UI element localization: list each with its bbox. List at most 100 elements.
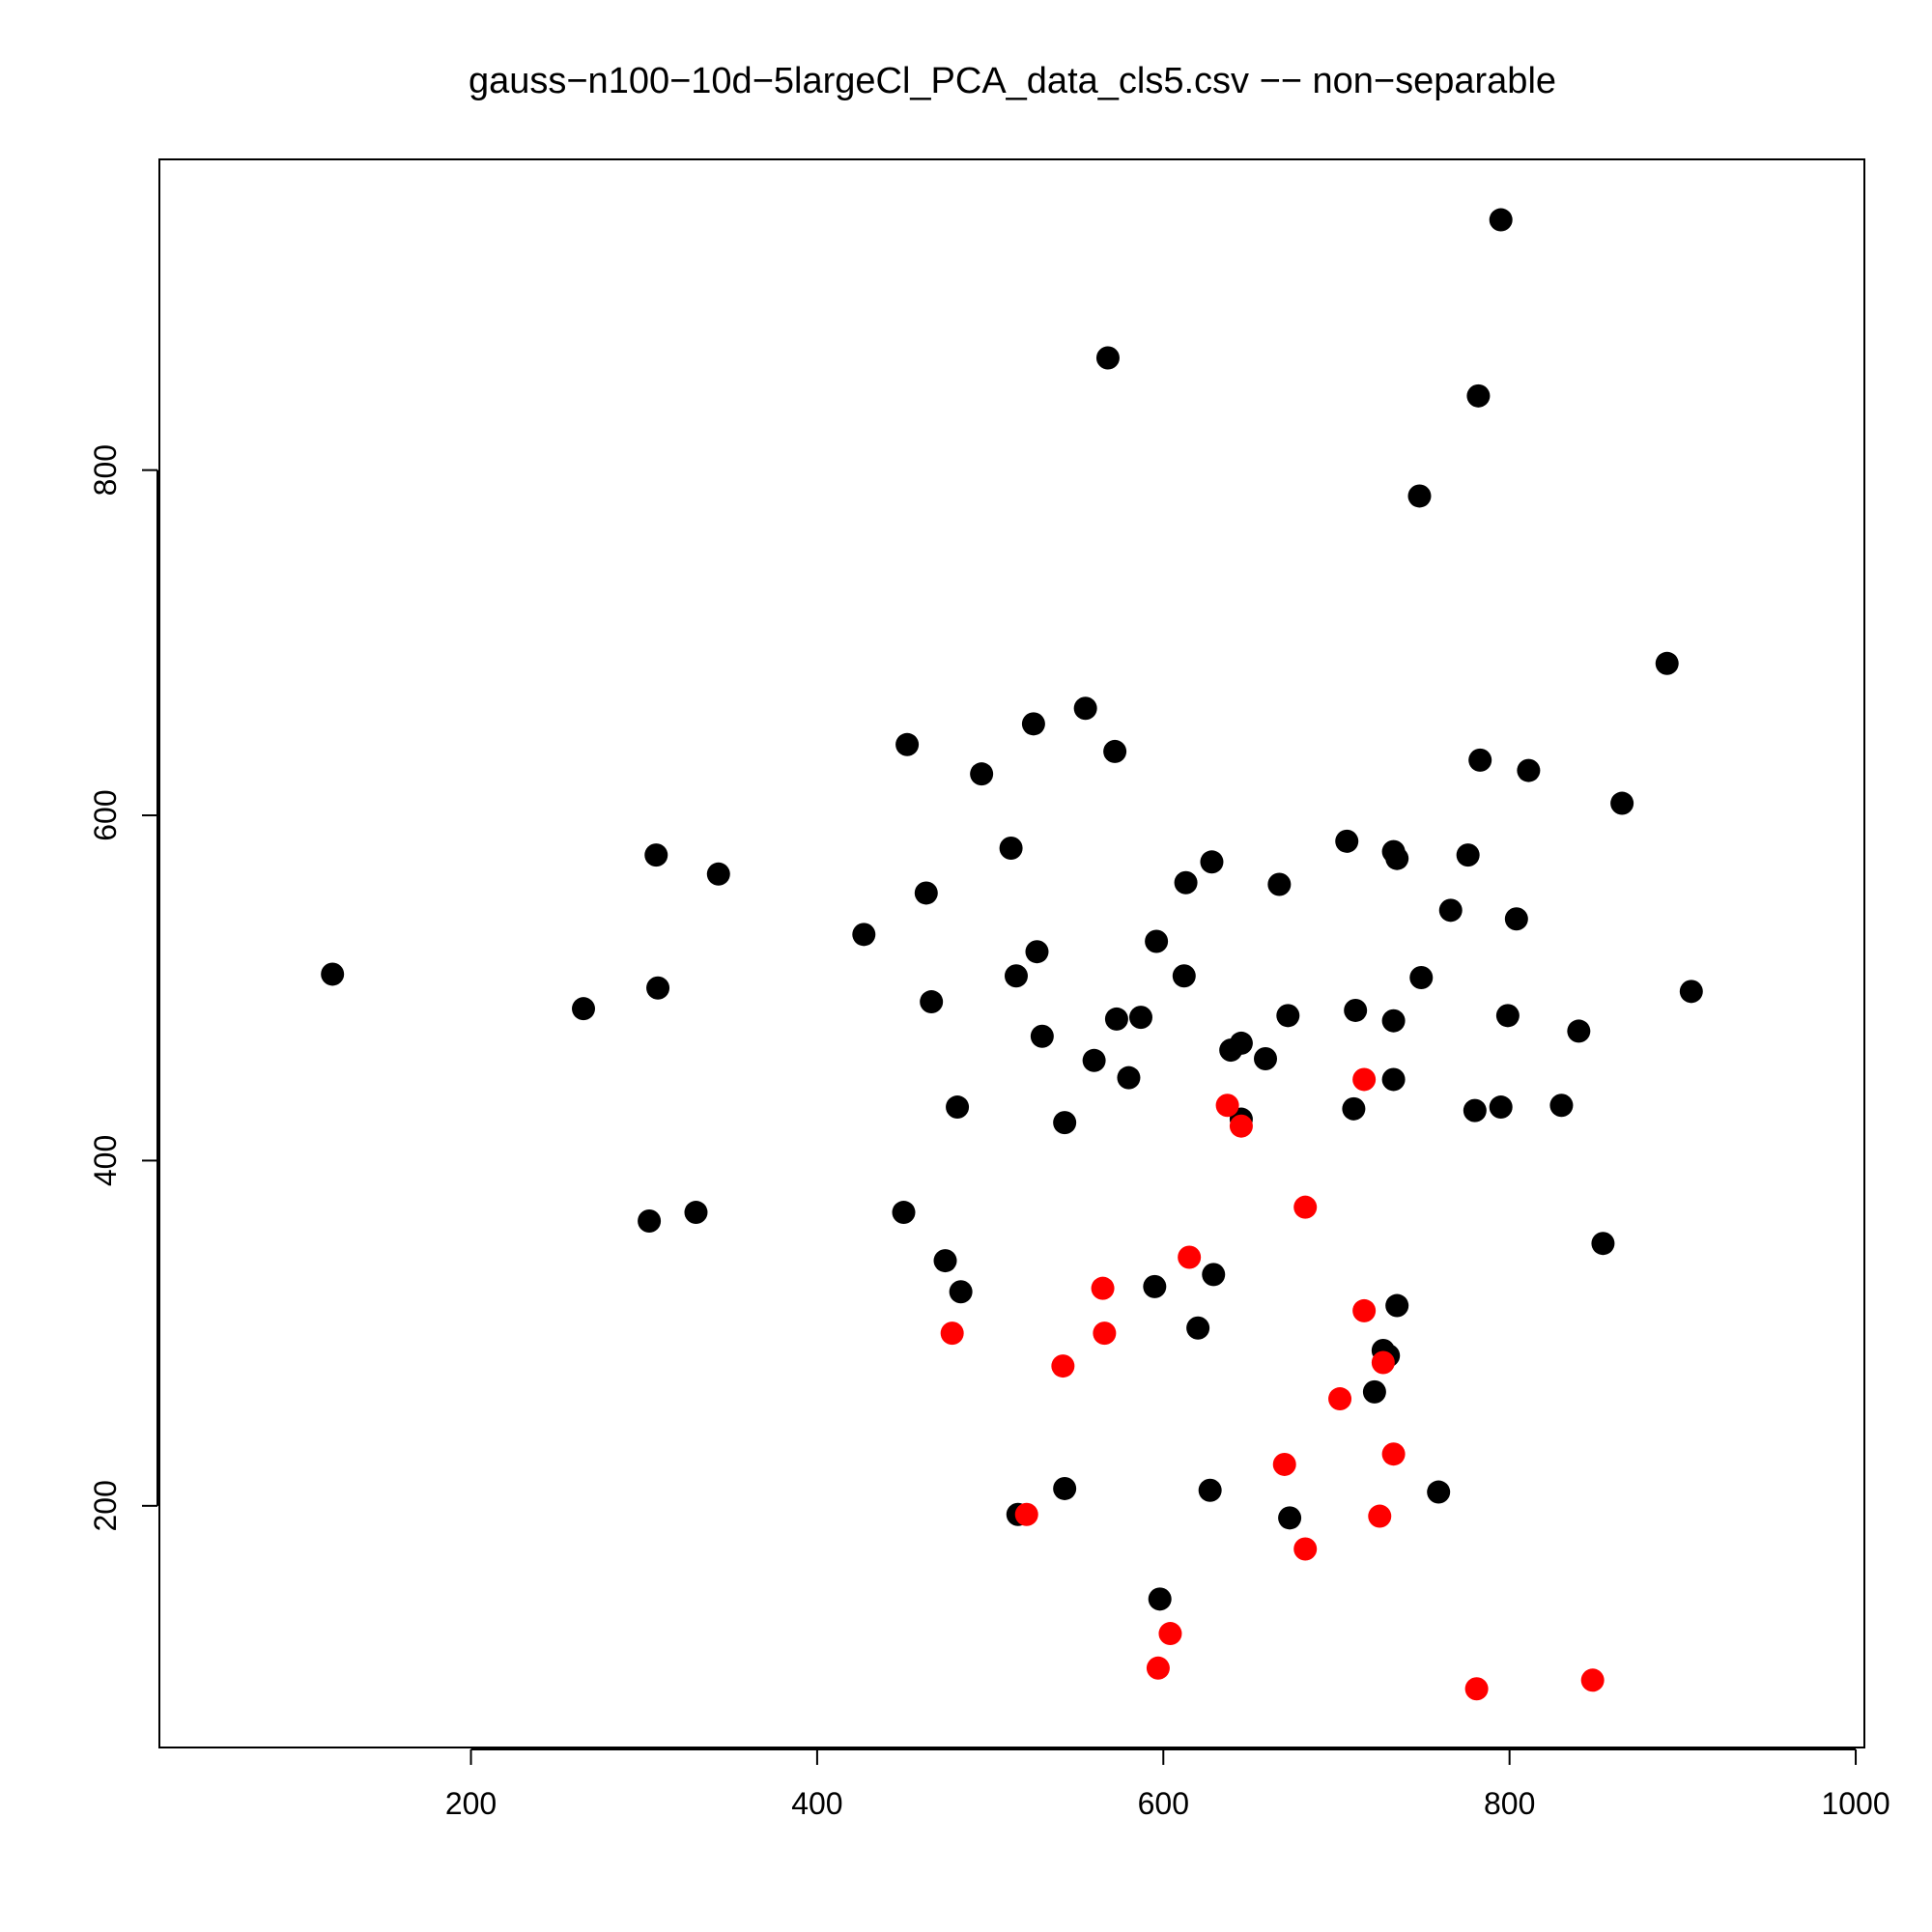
data-point-black [1082, 1048, 1106, 1072]
data-point-black [1254, 1047, 1278, 1071]
data-point-black [1489, 208, 1513, 232]
data-point-black [1172, 964, 1196, 988]
x-axis: 200 400 600 800 1000 [445, 1748, 1890, 1821]
data-point-black [1466, 384, 1491, 408]
data-point-black [1143, 1274, 1167, 1298]
data-point-black [1381, 1067, 1406, 1092]
data-point-black [1549, 1094, 1574, 1118]
data-point-black [646, 976, 670, 1000]
data-point-red [1146, 1656, 1170, 1680]
data-point-red [1371, 1350, 1395, 1375]
data-point-red [1215, 1094, 1239, 1118]
data-point-black [1025, 940, 1049, 964]
data-point-black [914, 881, 938, 905]
data-point-black [1278, 1506, 1302, 1530]
data-point-black [920, 990, 944, 1014]
data-point-black [1342, 1096, 1366, 1121]
data-point-black [1219, 1038, 1243, 1063]
data-point-black [1095, 346, 1120, 370]
plot-frame [158, 158, 1865, 1748]
data-point-red [940, 1321, 964, 1346]
data-point-black [1655, 651, 1679, 675]
data-point-black [1004, 964, 1028, 988]
data-point-red [1368, 1504, 1392, 1528]
data-point-red [1293, 1195, 1318, 1219]
data-point-red [1293, 1537, 1318, 1561]
data-point-black [1438, 898, 1463, 923]
data-point-black [1128, 1006, 1152, 1030]
data-point-black [1567, 1019, 1591, 1043]
data-point-black [1186, 1316, 1210, 1340]
y-tick-label: 400 [88, 1135, 123, 1186]
data-point-black [1335, 829, 1359, 853]
y-tick-label: 600 [88, 789, 123, 840]
data-point-black [949, 1280, 973, 1304]
data-point-black [572, 997, 596, 1021]
data-point-black [1610, 791, 1634, 815]
data-point-red [1328, 1387, 1352, 1411]
data-point-red [1158, 1622, 1182, 1646]
data-point-red [1272, 1452, 1296, 1476]
data-point-black [1174, 870, 1198, 895]
data-point-black [1409, 966, 1434, 990]
data-point-black [1267, 872, 1292, 896]
data-point-red [1093, 1321, 1117, 1346]
data-point-black [1073, 696, 1097, 721]
data-point-black [1276, 1004, 1300, 1028]
data-point-black [895, 732, 920, 756]
data-point-black [1463, 1098, 1487, 1122]
data-point-red [1229, 1114, 1253, 1138]
data-point-black [1456, 843, 1480, 867]
data-point-black [321, 962, 345, 986]
data-point-black [1468, 748, 1492, 772]
data-points [321, 208, 1703, 1701]
data-point-black [946, 1095, 970, 1120]
data-point-black [999, 836, 1023, 860]
data-point-black [1495, 1004, 1520, 1028]
data-point-black [706, 862, 730, 886]
data-point-black [638, 1208, 662, 1233]
data-point-black [1117, 1065, 1141, 1090]
data-point-black [644, 843, 668, 867]
data-point-black [1489, 1095, 1513, 1120]
chart-title: gauss−n100−10d−5largeCl_PCA_data_cls5.cs… [469, 61, 1556, 101]
data-point-red [1580, 1668, 1605, 1692]
data-point-black [1148, 1587, 1172, 1611]
data-point-black [1517, 758, 1541, 782]
data-point-black [1103, 739, 1127, 763]
x-tick-label: 600 [1138, 1786, 1189, 1821]
data-point-black [1385, 1293, 1409, 1318]
data-point-black [1504, 907, 1528, 931]
data-point-black [1427, 1480, 1451, 1504]
x-tick-label: 400 [791, 1786, 842, 1821]
data-point-black [933, 1249, 957, 1273]
x-tick-label: 200 [445, 1786, 497, 1821]
data-point-red [1352, 1067, 1377, 1092]
data-point-red [1352, 1298, 1377, 1322]
data-point-black [1021, 712, 1045, 736]
data-point-red [1091, 1276, 1115, 1300]
data-point-black [1200, 850, 1224, 874]
data-point-black [1385, 846, 1409, 870]
data-point-black [892, 1201, 916, 1225]
data-point-black [684, 1201, 708, 1225]
y-axis: 200 400 600 800 [88, 444, 158, 1532]
data-point-black [1030, 1024, 1054, 1048]
data-point-black [1407, 484, 1432, 508]
data-point-black [970, 762, 994, 786]
data-point-black [1053, 1476, 1077, 1500]
data-point-black [1104, 1007, 1128, 1031]
data-point-black [1679, 980, 1703, 1004]
data-point-red [1014, 1502, 1038, 1526]
data-point-red [1381, 1442, 1406, 1466]
data-point-black [1145, 929, 1169, 953]
data-point-black [1202, 1263, 1226, 1287]
data-point-black [1362, 1379, 1386, 1404]
data-point-black [1198, 1478, 1222, 1502]
y-tick-label: 800 [88, 444, 123, 496]
data-point-red [1051, 1354, 1075, 1378]
data-point-black [1053, 1111, 1077, 1135]
data-point-black [852, 923, 876, 947]
data-point-black [1381, 1009, 1406, 1033]
